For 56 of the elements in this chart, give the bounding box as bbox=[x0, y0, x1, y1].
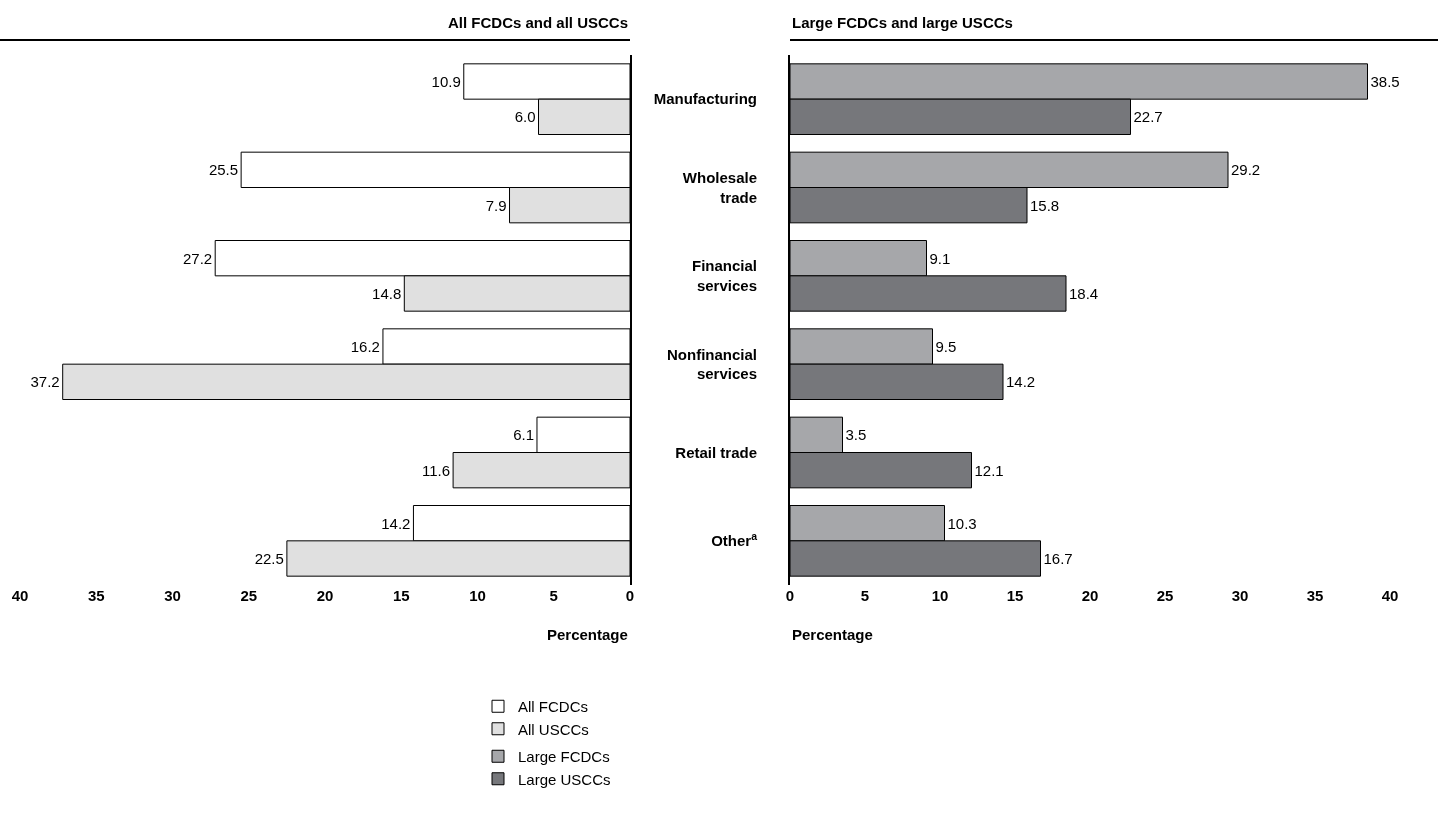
data-label: 6.1 bbox=[513, 426, 534, 444]
data-label: 27.2 bbox=[183, 249, 213, 267]
x-tick-label: 30 bbox=[1231, 587, 1249, 604]
x-tick-label: 5 bbox=[860, 587, 870, 604]
data-label: 10.9 bbox=[431, 73, 461, 90]
x-tick-label: 10 bbox=[931, 587, 949, 604]
data-label: 10.3 bbox=[947, 514, 977, 532]
chart-title: Large FCDCs and large USCCs bbox=[792, 14, 1013, 31]
x-tick-label: 40 bbox=[11, 587, 29, 604]
x-tick-label: 5 bbox=[549, 587, 558, 604]
data-label: 3.5 bbox=[845, 426, 867, 444]
data-label: 14.2 bbox=[1006, 373, 1036, 391]
data-label: 14.8 bbox=[372, 285, 402, 302]
y-tick-label: Other$^{a}$ bbox=[711, 529, 758, 550]
data-label: 38.5 bbox=[1370, 73, 1400, 90]
legend-label: All FCDCs bbox=[518, 698, 588, 716]
y-tick-label: Wholesale trade bbox=[682, 169, 757, 206]
data-label: 22.5 bbox=[254, 550, 284, 567]
x-tick-label: 0 bbox=[785, 587, 795, 604]
x-tick-label: 25 bbox=[1156, 587, 1174, 604]
x-axis-title: Percentage bbox=[792, 626, 873, 643]
data-label: 14.2 bbox=[381, 514, 411, 532]
y-tick-label: Retail trade bbox=[675, 443, 757, 461]
data-label: 6.0 bbox=[514, 108, 536, 126]
data-label: 25.5 bbox=[208, 161, 239, 179]
x-tick-label: 30 bbox=[164, 587, 181, 604]
x-tick-label: 35 bbox=[1306, 587, 1324, 604]
data-label: 29.2 bbox=[1231, 161, 1261, 179]
y-tick-label: Nonfinancial services bbox=[666, 345, 757, 383]
legend-label: Large USCCs bbox=[518, 770, 611, 788]
data-label: 11.6 bbox=[422, 461, 451, 479]
data-label: 15.8 bbox=[1030, 196, 1060, 214]
x-tick-label: 20 bbox=[1081, 587, 1099, 604]
data-label: 37.2 bbox=[30, 373, 60, 391]
x-tick-label: 20 bbox=[316, 587, 334, 604]
data-label: 12.1 bbox=[974, 461, 1004, 479]
legend-label: All USCCs bbox=[518, 720, 589, 738]
x-tick-label: 0 bbox=[625, 587, 635, 604]
x-tick-label: 15 bbox=[392, 587, 410, 604]
x-axis-title: Percentage bbox=[547, 626, 628, 643]
data-label: 16.2 bbox=[350, 338, 380, 355]
x-tick-label: 15 bbox=[1006, 587, 1024, 604]
x-tick-label: 25 bbox=[240, 587, 258, 604]
data-label: 9.1 bbox=[929, 249, 951, 267]
x-tick-label: 40 bbox=[1381, 587, 1399, 604]
y-tick-label: Manufacturing bbox=[653, 90, 757, 108]
x-tick-label: 35 bbox=[87, 587, 105, 604]
data-label: 9.5 bbox=[935, 338, 957, 355]
data-label: 16.7 bbox=[1043, 550, 1073, 567]
chart-title: All FCDCs and all USCCs bbox=[448, 14, 629, 31]
y-tick-label: Financial services bbox=[691, 257, 757, 294]
x-tick-label: 10 bbox=[469, 587, 486, 604]
legend-label: Large FCDCs bbox=[518, 748, 610, 766]
data-label: 18.4 bbox=[1069, 285, 1099, 302]
data-label: 7.9 bbox=[485, 196, 507, 214]
data-label: 22.7 bbox=[1133, 108, 1163, 126]
